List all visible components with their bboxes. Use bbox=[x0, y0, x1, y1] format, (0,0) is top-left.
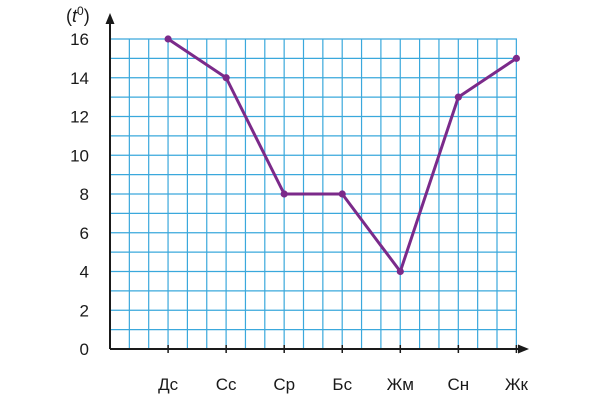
x-tick-labels: Дс Сс Ср Бс Жм Сн Жк bbox=[158, 345, 529, 394]
y-tick-label: 2 bbox=[80, 301, 89, 320]
y-axis-label-open: ( bbox=[66, 6, 72, 26]
data-point bbox=[338, 190, 346, 198]
data-point bbox=[396, 267, 404, 276]
y-tick-label: 14 bbox=[70, 69, 89, 88]
data-point bbox=[512, 54, 521, 62]
x-tick-label: Сн bbox=[448, 375, 470, 394]
series bbox=[164, 35, 521, 276]
y-axis-label-superscript: 0 bbox=[77, 4, 84, 18]
x-tick-label: Бс bbox=[332, 375, 352, 394]
x-tick-label: Жк bbox=[505, 375, 529, 394]
x-axis-arrow-icon bbox=[518, 344, 529, 354]
y-tick-labels: 0 2 4 6 8 10 12 14 16 bbox=[70, 30, 89, 359]
y-axis-arrow-icon bbox=[105, 13, 115, 24]
x-tick-label: Сс bbox=[216, 375, 237, 394]
y-axis-label-close: ) bbox=[84, 6, 90, 26]
data-point bbox=[222, 74, 230, 82]
data-point bbox=[454, 93, 462, 101]
x-tick-label: Ср bbox=[273, 375, 295, 394]
data-point bbox=[280, 190, 288, 198]
x-tick-label: Жм bbox=[387, 375, 414, 394]
y-tick-label: 0 bbox=[80, 340, 89, 359]
y-tick-label: 6 bbox=[80, 224, 89, 243]
y-tick-label: 12 bbox=[70, 108, 89, 127]
data-point bbox=[164, 35, 172, 43]
y-tick-label: 10 bbox=[70, 146, 89, 165]
y-tick-label: 8 bbox=[80, 185, 89, 204]
axes bbox=[105, 13, 529, 354]
y-axis-label-symbol: t bbox=[72, 6, 78, 26]
x-tick-label: Дс bbox=[158, 375, 179, 394]
y-tick-label: 4 bbox=[80, 263, 89, 282]
y-axis-label: (t0) bbox=[66, 4, 90, 26]
y-tick-label: 16 bbox=[70, 30, 89, 49]
